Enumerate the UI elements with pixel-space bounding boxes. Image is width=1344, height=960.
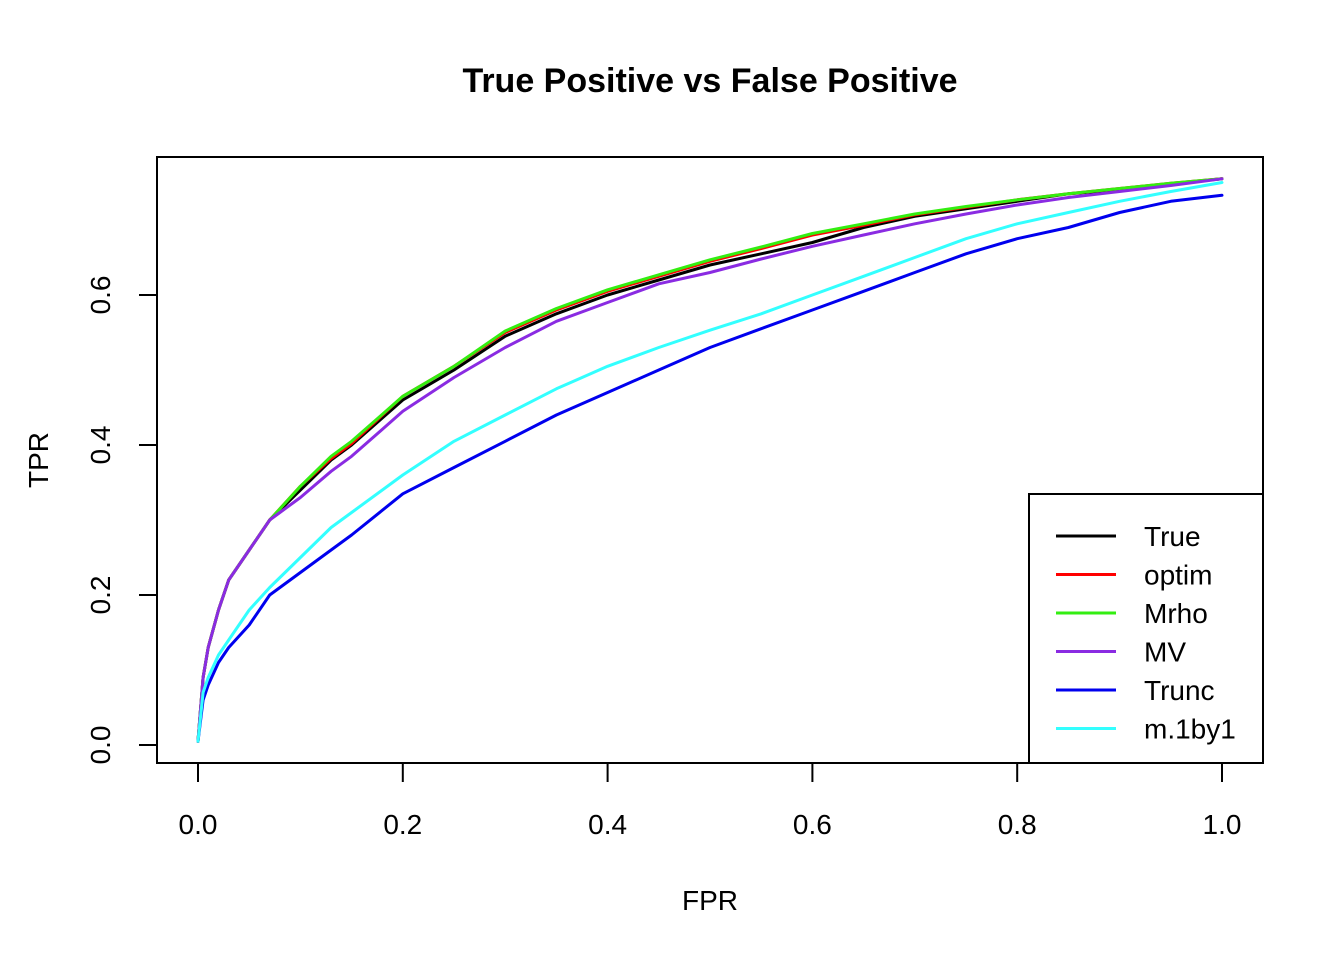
legend-label: MV	[1144, 637, 1186, 668]
series-line-m-1by1	[196, 181, 1224, 743]
legend-label: Trunc	[1144, 675, 1215, 706]
series-line-trunc	[196, 193, 1224, 743]
x-tick-label: 0.4	[588, 809, 627, 840]
x-tick-label: 0.2	[383, 809, 422, 840]
x-tick-label: 1.0	[1203, 809, 1242, 840]
x-tick-label: 0.8	[998, 809, 1037, 840]
series-layer	[196, 177, 1224, 743]
x-axis-label: FPR	[682, 885, 738, 916]
x-axis: 0.0 0.2 0.4 0.6 0.8 1.0	[179, 763, 1242, 840]
y-tick-label: 0.4	[85, 426, 116, 465]
y-axis-label: TPR	[23, 432, 54, 488]
legend-label: True	[1144, 521, 1201, 552]
y-axis: 0.0 0.2 0.4 0.6	[85, 276, 158, 765]
chart-title: True Positive vs False Positive	[462, 62, 957, 100]
legend-box	[1028, 493, 1264, 764]
x-tick-label: 0.6	[793, 809, 832, 840]
y-tick-label: 0.0	[85, 726, 116, 765]
legend-label: Mrho	[1144, 598, 1208, 629]
legend: True optim Mrho MV Trunc m.1by1	[1028, 493, 1264, 764]
x-tick-label: 0.0	[179, 809, 218, 840]
series-line-mv	[196, 177, 1224, 743]
y-tick-label: 0.6	[85, 276, 116, 315]
legend-label: m.1by1	[1144, 714, 1236, 745]
legend-label: optim	[1144, 560, 1212, 591]
y-tick-label: 0.2	[85, 576, 116, 615]
